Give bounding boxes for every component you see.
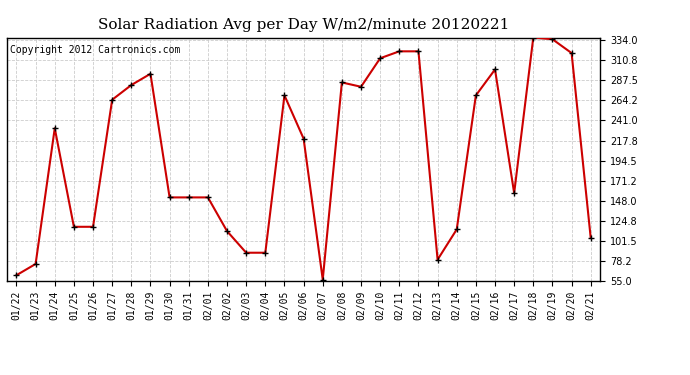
Title: Solar Radiation Avg per Day W/m2/minute 20120221: Solar Radiation Avg per Day W/m2/minute … — [98, 18, 509, 32]
Text: Copyright 2012 Cartronics.com: Copyright 2012 Cartronics.com — [10, 45, 180, 55]
